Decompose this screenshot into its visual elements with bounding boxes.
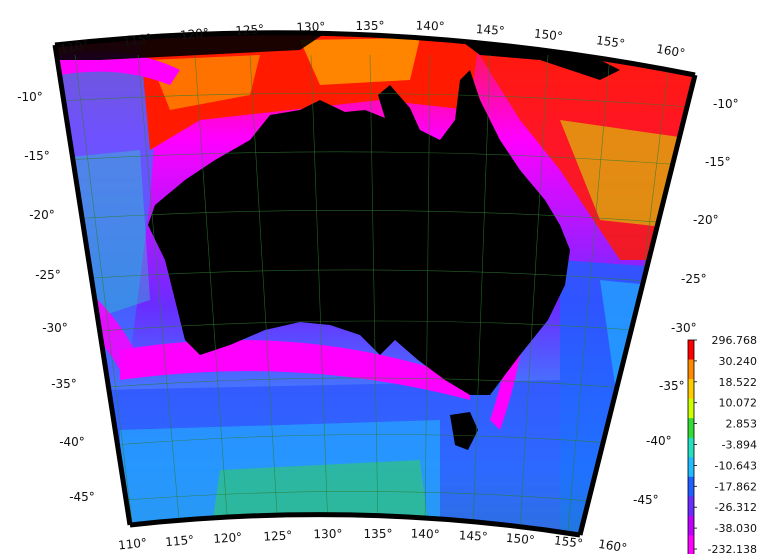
legend-value-label: -38.030 <box>715 522 757 535</box>
top-longitude-label: 125° <box>235 22 265 38</box>
north-west-band <box>60 52 180 85</box>
bottom-longitude-label: 135° <box>364 527 393 541</box>
bottom-longitude-label: 160° <box>597 537 628 554</box>
tasmania-landmass <box>450 412 478 450</box>
south-shelf-break <box>120 340 470 400</box>
map-frame-bottom <box>129 512 581 538</box>
bottom-longitude-label: 140° <box>410 527 439 542</box>
legend-value-label: -3.894 <box>722 439 757 452</box>
legend-value-label: -17.862 <box>715 480 757 493</box>
australia-landmass <box>148 70 570 395</box>
parallel-line <box>66 151 695 167</box>
bottom-longitude-label: 125° <box>263 528 293 543</box>
meridian-line <box>137 54 181 531</box>
left-latitude-label: -20° <box>29 208 55 222</box>
right-latitude-label: -30° <box>671 321 697 335</box>
right-latitude-label: -20° <box>693 213 719 227</box>
bottom-longitude-label: 110° <box>117 536 147 553</box>
legend-color-swatch <box>688 398 694 419</box>
right-latitude-labels: -10° -15° -20° -25° -30° -35° -40° -45° <box>633 97 739 507</box>
legend-color-swatch <box>688 359 694 380</box>
color-scale-legend: 296.768 30.240 18.522 10.072 2.853 -3.894 -10.… <box>687 334 758 554</box>
meridian-line <box>424 54 431 531</box>
legend-value-label: 2.853 <box>726 418 758 431</box>
bottom-longitude-label: 150° <box>505 531 535 547</box>
legend-bar-outline <box>687 339 695 554</box>
legend-color-swatch <box>688 457 694 478</box>
left-latitude-label: -45° <box>69 490 95 504</box>
legend-color-swatch <box>688 340 694 361</box>
parallel-line <box>77 269 672 284</box>
left-latitude-label: -10° <box>17 90 43 104</box>
top-longitude-label: 155° <box>595 33 626 51</box>
graticule <box>59 54 695 531</box>
legend-value-label: 18.522 <box>719 376 758 389</box>
legend-color-swatch <box>688 476 694 497</box>
meridian-line <box>472 54 491 531</box>
map-frame-top <box>54 30 696 78</box>
legend-color-swatch <box>688 496 694 517</box>
meridian-line <box>249 54 279 531</box>
legend-color-swatch <box>688 515 694 536</box>
right-latitude-label: -10° <box>713 97 739 111</box>
top-longitude-label: 110° <box>59 38 90 57</box>
legend-value-label: 296.768 <box>712 334 758 347</box>
right-latitude-label: -35° <box>659 379 685 393</box>
left-latitude-label: -30° <box>42 321 68 335</box>
meridian-line <box>567 54 611 531</box>
legend-value-label: -232.138 <box>708 543 757 554</box>
bottom-longitude-label: 115° <box>165 533 195 549</box>
southern-ocean-pattern <box>120 420 440 535</box>
bottom-longitude-label: 155° <box>553 533 583 550</box>
parallel-line <box>71 210 684 225</box>
left-latitude-labels: -10° -15° -20° -25° -30° -35° -40° -45° <box>17 90 95 504</box>
top-longitude-label: 120° <box>179 26 209 43</box>
parallel-line <box>84 320 662 333</box>
right-latitude-label: -15° <box>705 155 731 169</box>
north-shelf-orange <box>150 55 260 110</box>
legend-color-swatch <box>688 379 694 400</box>
meridian-line <box>369 54 379 531</box>
bottom-longitude-labels: 110° 115° 120° 125° 130° 135° 140° 145° 150° 155°… <box>117 527 628 554</box>
top-longitude-label: 145° <box>475 22 505 38</box>
bottom-longitude-label: 120° <box>213 530 243 546</box>
top-longitude-label: 115° <box>122 31 153 49</box>
right-latitude-label: -40° <box>646 434 672 448</box>
meridian-line <box>310 54 329 531</box>
top-longitude-label: 150° <box>533 27 563 44</box>
legend-color-swatch <box>688 535 694 554</box>
legend-value-label: -10.643 <box>715 459 757 472</box>
meridian-line <box>194 54 229 531</box>
top-longitude-label: 140° <box>415 19 444 34</box>
top-longitude-labels: 110° 115° 120° 125° 130° 135° 140° 145° 150° 155°… <box>59 19 686 61</box>
right-latitude-label: -45° <box>633 493 659 507</box>
top-longitude-label: 135° <box>356 19 385 33</box>
left-latitude-label: -25° <box>35 268 61 282</box>
right-latitude-label: -25° <box>681 272 707 286</box>
parallel-line <box>111 491 624 505</box>
legend-color-swatch <box>688 437 694 458</box>
map-frame-left <box>52 44 133 526</box>
parallel-line <box>101 434 637 447</box>
top-longitude-label: 160° <box>655 42 686 61</box>
top-longitude-label: 130° <box>296 20 325 35</box>
map-frame-right <box>577 74 698 536</box>
legend-value-label: 30.240 <box>719 355 758 368</box>
parallel-line <box>93 377 650 391</box>
bottom-longitude-label: 145° <box>458 528 488 543</box>
parallel-line <box>59 92 695 109</box>
meridian-line <box>519 54 549 531</box>
left-latitude-label: -15° <box>24 149 50 163</box>
legend-value-label: -26.312 <box>715 501 757 514</box>
legend-value-label: 10.072 <box>719 397 758 410</box>
left-latitude-label: -40° <box>59 435 85 449</box>
legend-color-swatch <box>688 418 694 439</box>
left-latitude-label: -35° <box>51 377 77 391</box>
north-shelf-yellow <box>300 38 420 85</box>
bottom-longitude-label: 130° <box>313 527 342 542</box>
meridian-line <box>74 54 134 531</box>
